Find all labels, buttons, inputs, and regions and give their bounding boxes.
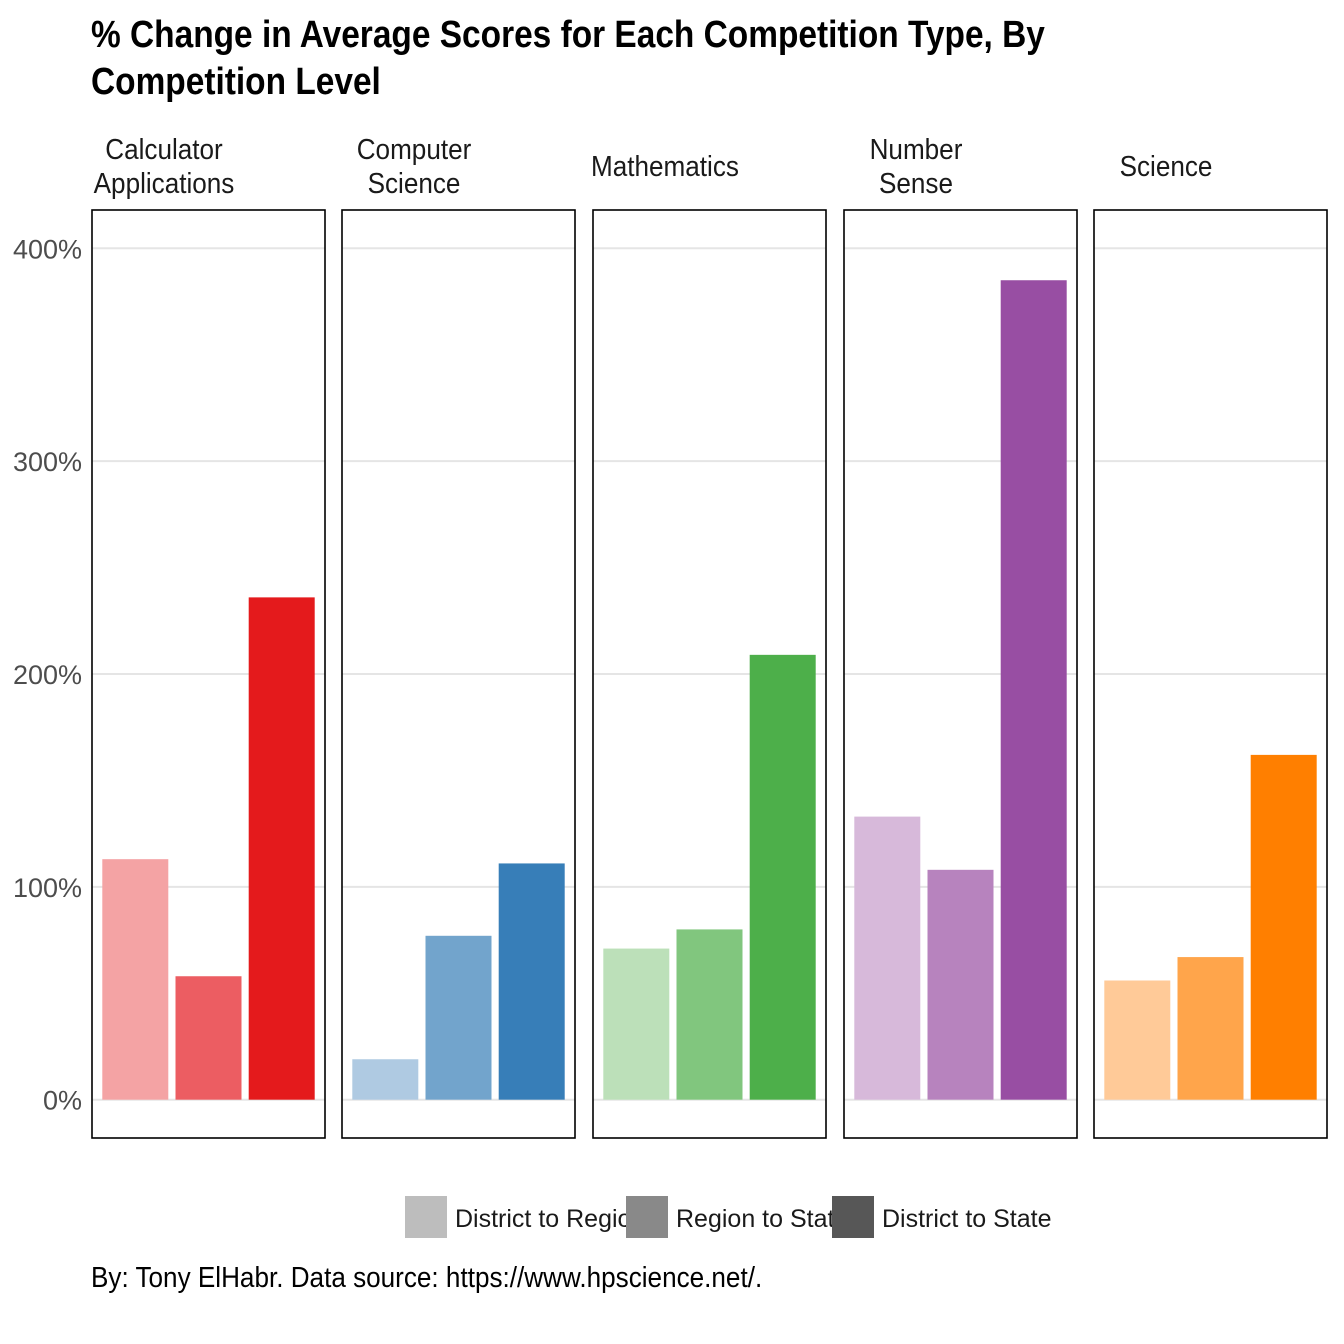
- legend: District to Region Region to State Distric…: [405, 1196, 1052, 1238]
- chart-title: % Change in Average Scores for Each Comp…: [91, 14, 1045, 103]
- legend-label: Region to State: [676, 1205, 848, 1233]
- bar: [175, 976, 242, 1100]
- bar: [425, 935, 492, 1100]
- bar-layer: [102, 280, 1317, 1100]
- panel-border: [843, 209, 1078, 1139]
- panel-border: [341, 209, 576, 1139]
- bar: [854, 816, 921, 1100]
- bar: [352, 1059, 419, 1100]
- y-tick-label: 400%: [13, 234, 82, 264]
- panel-border: [1093, 209, 1328, 1139]
- bar: [1177, 957, 1244, 1100]
- bar: [102, 859, 169, 1100]
- panel-border: [592, 209, 827, 1139]
- y-tick-label: 0%: [43, 1086, 82, 1116]
- bar: [676, 929, 743, 1100]
- legend-key: [626, 1196, 668, 1238]
- bar: [927, 869, 994, 1100]
- legend-label: District to State: [882, 1205, 1052, 1233]
- caption: By: Tony ElHabr. Data source: https://ww…: [91, 1262, 763, 1294]
- facet-label: Calculator Applications: [94, 133, 235, 200]
- bar: [248, 597, 315, 1100]
- bar: [1000, 280, 1067, 1100]
- panel-border: [91, 209, 326, 1139]
- legend-label: District to Region: [455, 1205, 645, 1233]
- bar: [498, 863, 565, 1100]
- bar: [1104, 980, 1171, 1100]
- facet-label: Number Sense: [870, 133, 963, 200]
- bar: [1250, 754, 1317, 1100]
- bar: [603, 948, 670, 1100]
- label-layer: Calculator Applications Computer Science Mat…: [13, 133, 1212, 1116]
- legend-key: [832, 1196, 874, 1238]
- bar: [749, 654, 816, 1100]
- y-tick-label: 300%: [13, 447, 82, 477]
- facet-label: Computer Science: [357, 133, 472, 200]
- frame-layer: [91, 209, 1328, 1139]
- y-tick-label: 100%: [13, 873, 82, 903]
- facet-label: Mathematics: [591, 150, 739, 183]
- y-tick-label: 200%: [13, 660, 82, 690]
- facet-label: Science: [1120, 150, 1213, 183]
- legend-key: [405, 1196, 447, 1238]
